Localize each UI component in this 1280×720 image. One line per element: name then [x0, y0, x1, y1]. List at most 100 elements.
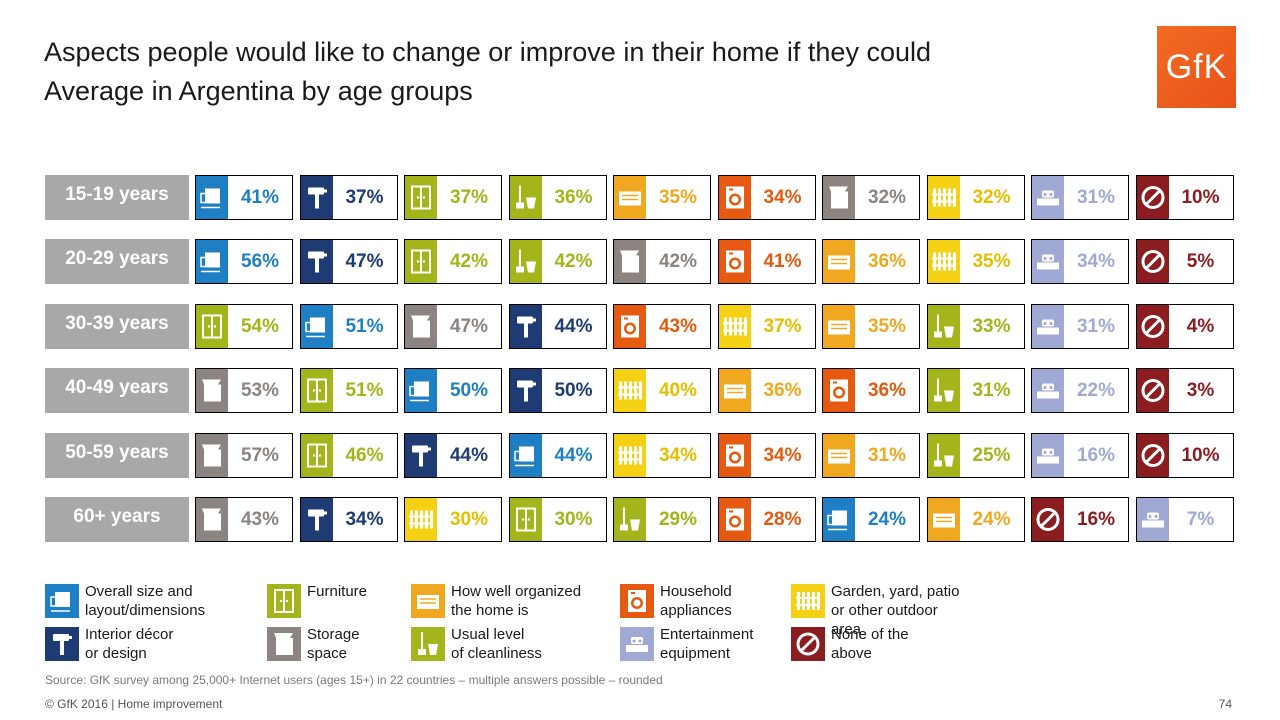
percentage-label: 57%	[240, 444, 280, 466]
value-cell-organized: 35%	[822, 303, 920, 349]
percentage-label: 10%	[1181, 187, 1220, 208]
value-cell-furniture: 51%	[299, 368, 398, 414]
percentage-label: 29%	[658, 509, 698, 530]
percentage-label: 7%	[1186, 509, 1215, 530]
cleaning-icon	[927, 369, 960, 413]
footer-copyright: © GfK 2016 | Home improvement	[45, 697, 223, 711]
value-cell-storage: 53%	[195, 368, 293, 414]
paint-roller-icon	[405, 433, 437, 477]
legend-item-layout: Overall size and layout/dimensions	[45, 582, 225, 622]
value-cell-garden: 37%	[717, 303, 816, 349]
age-group-label: 30-39 years	[45, 303, 189, 349]
layout-icon	[823, 498, 855, 541]
entertainment-icon	[1136, 498, 1169, 541]
entertainment-icon	[1032, 369, 1064, 413]
legend-label: How well organized the home is	[451, 583, 582, 619]
value-cell-furniture: 42%	[404, 239, 502, 285]
legend-label: None of the above	[831, 626, 909, 662]
legend-label: Entertainment equipment	[660, 626, 754, 662]
value-cell-entertainment: 31%	[1031, 303, 1129, 349]
percentage-label: 34%	[345, 509, 384, 530]
percentage-label: 35%	[972, 251, 1011, 273]
percentage-label: 30%	[449, 509, 489, 530]
value-cell-furniture: 46%	[299, 432, 398, 478]
percentage-label: 44%	[449, 444, 489, 466]
legend-item-garden: Garden, yard, patio or other outdoor are…	[791, 582, 971, 638]
legend-label: Interior décor or design	[85, 626, 174, 662]
value-cell-entertainment: 7%	[1135, 497, 1234, 542]
value-cell-none: 5%	[1135, 239, 1234, 285]
percentage-label: 37%	[449, 187, 489, 208]
layout-icon	[196, 176, 228, 219]
garden-icon	[405, 498, 437, 541]
furniture-icon	[300, 369, 333, 413]
value-cell-garden: 32%	[926, 175, 1025, 220]
percentage-label: 41%	[763, 251, 802, 273]
value-cell-entertainment: 22%	[1031, 368, 1129, 414]
age-group-label: 40-49 years	[45, 368, 189, 414]
value-cell-furniture: 37%	[404, 175, 502, 220]
value-cell-cleanliness: 42%	[508, 239, 607, 285]
garden-icon	[614, 433, 646, 477]
percentage-label: 43%	[658, 315, 698, 337]
percentage-label: 56%	[240, 251, 280, 273]
percentage-label: 36%	[867, 251, 907, 273]
percentage-label: 41%	[240, 187, 280, 208]
storage-icon	[196, 369, 228, 413]
layout-icon	[196, 240, 228, 284]
percentage-label: 47%	[345, 251, 384, 273]
percentage-label: 42%	[658, 251, 698, 273]
cleaning-icon	[927, 433, 960, 477]
entertainment-icon	[1032, 433, 1064, 477]
none-icon	[1136, 240, 1169, 284]
value-cell-none: 10%	[1135, 175, 1234, 220]
legend-item-cleanliness: Usual level of cleanliness	[411, 625, 591, 665]
percentage-label: 35%	[658, 187, 698, 208]
value-cell-appliances: 43%	[613, 303, 711, 349]
organized-icon	[718, 369, 751, 413]
entertainment-icon	[620, 627, 654, 661]
organized-icon	[823, 240, 855, 284]
garden-icon	[718, 304, 751, 348]
percentage-label: 5%	[1186, 251, 1215, 273]
page-number: 74	[1218, 697, 1232, 711]
legend-label: Overall size and layout/dimensions	[85, 583, 206, 619]
value-cell-storage: 43%	[195, 497, 293, 542]
paint-roller-icon	[300, 498, 333, 541]
percentage-label: 34%	[658, 444, 698, 466]
value-cell-garden: 35%	[926, 239, 1025, 285]
layout-icon	[45, 584, 79, 618]
percentage-label: 53%	[240, 380, 280, 402]
value-cell-cleanliness: 29%	[613, 497, 711, 542]
furniture-icon	[300, 433, 333, 477]
value-cell-furniture: 30%	[508, 497, 607, 542]
percentage-label: 3%	[1186, 380, 1215, 402]
value-cell-layout: 56%	[195, 239, 293, 285]
percentage-label: 22%	[1076, 380, 1116, 402]
value-cell-organized: 35%	[613, 175, 711, 220]
value-cell-organized: 36%	[822, 239, 920, 285]
title-line-1: Aspects people would like to change or i…	[44, 37, 931, 67]
value-cell-appliances: 41%	[717, 239, 816, 285]
value-cell-organized: 24%	[926, 497, 1025, 542]
age-row: 50-59 years 57% 46% 44% 44% 34% 34% 31% 25% 16% 10…	[45, 432, 1237, 478]
percentage-label: 44%	[554, 444, 593, 466]
legend-item-storage: Storage space	[267, 625, 447, 665]
percentage-label: 54%	[240, 315, 280, 337]
value-cell-none: 4%	[1135, 303, 1234, 349]
percentage-label: 31%	[1076, 315, 1116, 337]
appliance-icon	[620, 584, 654, 618]
percentage-label: 36%	[867, 380, 907, 402]
value-cell-layout: 41%	[195, 175, 293, 220]
value-cell-appliances: 28%	[717, 497, 816, 542]
organized-icon	[823, 304, 855, 348]
percentage-label: 42%	[554, 251, 593, 273]
percentage-label: 37%	[345, 187, 384, 208]
value-cell-appliances: 34%	[717, 432, 816, 478]
percentage-label: 43%	[240, 509, 280, 530]
value-cell-appliances: 36%	[822, 368, 920, 414]
value-cell-storage: 57%	[195, 432, 293, 478]
cleaning-icon	[411, 627, 445, 661]
legend-item-organized: How well organized the home is	[411, 582, 591, 622]
garden-icon	[791, 584, 825, 618]
